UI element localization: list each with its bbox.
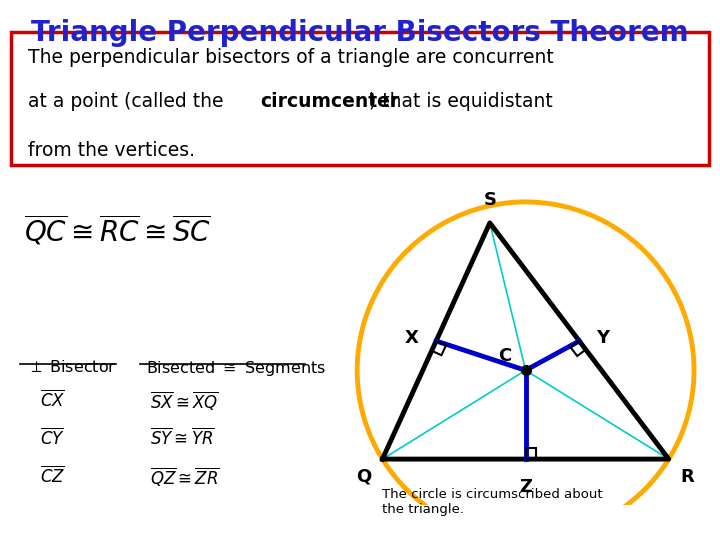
Text: ) that is equidistant: ) that is equidistant bbox=[369, 92, 553, 111]
Text: C: C bbox=[498, 347, 511, 364]
Text: The perpendicular bisectors of a triangle are concurrent: The perpendicular bisectors of a triangl… bbox=[28, 48, 554, 68]
Text: $\overline{SY} \cong \overline{YR}$: $\overline{SY} \cong \overline{YR}$ bbox=[150, 427, 215, 448]
Text: Q: Q bbox=[356, 468, 371, 485]
Text: S: S bbox=[483, 191, 496, 208]
Text: $\overline{CX}$: $\overline{CX}$ bbox=[40, 389, 66, 410]
Text: Z: Z bbox=[519, 478, 532, 496]
Text: $\overline{QZ} \cong \overline{ZR}$: $\overline{QZ} \cong \overline{ZR}$ bbox=[150, 465, 220, 488]
Text: $\overline{SX} \cong \overline{XQ}$: $\overline{SX} \cong \overline{XQ}$ bbox=[150, 389, 218, 411]
Text: $\overline{CY}$: $\overline{CY}$ bbox=[40, 427, 66, 448]
Text: at a point (called the: at a point (called the bbox=[28, 92, 230, 111]
Text: The circle is circumscribed about
the triangle.: The circle is circumscribed about the tr… bbox=[382, 488, 603, 516]
Text: circumcenter: circumcenter bbox=[260, 92, 400, 111]
Text: X: X bbox=[405, 329, 419, 347]
Text: R: R bbox=[680, 468, 694, 485]
Text: $\overline{QC} \cong \overline{RC} \cong \overline{SC}$: $\overline{QC} \cong \overline{RC} \cong… bbox=[24, 213, 211, 247]
Text: from the vertices.: from the vertices. bbox=[28, 141, 195, 160]
Text: Triangle Perpendicular Bisectors Theorem: Triangle Perpendicular Bisectors Theorem bbox=[31, 19, 689, 47]
FancyBboxPatch shape bbox=[11, 32, 709, 165]
Text: Bisected $\cong$ Segments: Bisected $\cong$ Segments bbox=[146, 359, 326, 378]
Text: Y: Y bbox=[596, 329, 610, 347]
Text: $\perp$ Bisector: $\perp$ Bisector bbox=[27, 359, 117, 375]
Text: $\overline{CZ}$: $\overline{CZ}$ bbox=[40, 465, 66, 486]
